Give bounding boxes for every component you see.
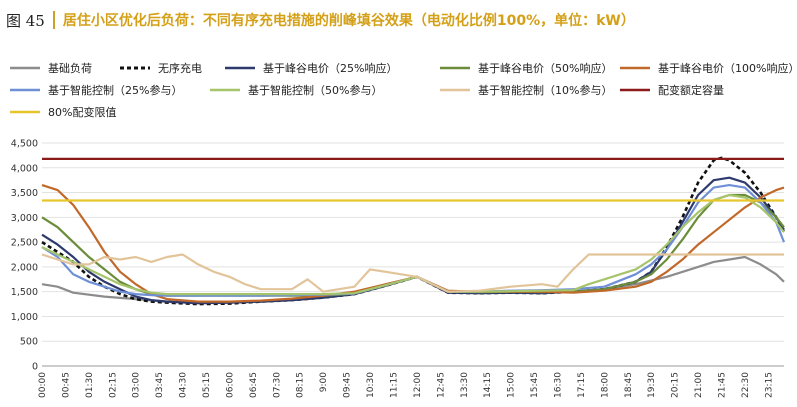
x-tick-label: 18:00 <box>600 372 610 398</box>
legend-swatch <box>440 88 470 92</box>
y-tick-label: 2,000 <box>11 262 38 273</box>
title-divider <box>52 11 55 29</box>
x-tick-label: 11:15 <box>389 372 399 398</box>
legend-swatch <box>225 66 255 70</box>
x-tick-label: 13:30 <box>460 372 470 398</box>
x-tick-label: 09:45 <box>343 372 353 398</box>
x-tick-label: 06:00 <box>225 372 235 398</box>
legend-item: 基础负荷 <box>8 60 92 76</box>
y-tick-label: 4,500 <box>11 139 38 150</box>
legend-swatch <box>10 110 40 114</box>
x-tick-label: 03:45 <box>155 372 165 398</box>
legend-item: 基于智能控制（10%参与） <box>438 82 612 98</box>
y-tick-label: 3,500 <box>11 188 38 199</box>
y-tick-label: 0 <box>32 362 38 373</box>
legend-label: 基于峰谷电价（50%响应） <box>478 62 613 75</box>
legend-item: 80%配变限值 <box>8 104 116 120</box>
legend-label: 基于峰谷电价（100%响应） <box>658 62 797 75</box>
legend-label: 基于智能控制（50%参与） <box>248 84 383 97</box>
chart-title: 居住小区优化后负荷：不同有序充电措施的削峰填谷效果（电动化比例100%，单位：k… <box>62 13 635 29</box>
x-tick-label: 15:00 <box>507 372 517 398</box>
x-tick-label: 02:15 <box>108 372 118 398</box>
legend-label: 基础负荷 <box>48 62 92 75</box>
y-tick-label: 1,500 <box>11 287 38 298</box>
x-tick-label: 14:15 <box>483 372 493 398</box>
legend-label: 基于智能控制（10%参与） <box>478 84 613 97</box>
x-tick-label: 16:30 <box>553 372 563 398</box>
x-tick-label: 01:30 <box>85 372 95 398</box>
legend-swatch <box>620 66 650 70</box>
legend-swatch <box>210 88 240 92</box>
series-line <box>41 184 785 303</box>
legend-swatch <box>620 88 650 92</box>
x-tick-label: 12:00 <box>413 372 423 398</box>
series-line <box>41 253 784 293</box>
x-tick-label: 17:15 <box>577 372 587 398</box>
series-line <box>41 193 785 297</box>
legend-item: 基于智能控制（25%参与） <box>8 82 182 98</box>
legend-label: 基于智能控制（25%参与） <box>48 84 183 97</box>
legend-label: 80%配变限值 <box>48 106 117 119</box>
y-tick-label: 3,000 <box>11 213 38 224</box>
y-tick-label: 2,500 <box>11 238 38 249</box>
legend-label: 无序充电 <box>158 62 202 75</box>
x-tick-label: 06:45 <box>249 372 259 398</box>
legend-item: 基于智能控制（50%参与） <box>208 82 382 98</box>
x-tick-label: 21:00 <box>694 372 704 398</box>
x-tick-label: 22:30 <box>741 372 751 398</box>
x-tick-label: 03:00 <box>132 372 142 398</box>
legend-item: 无序充电 <box>118 60 202 76</box>
legend-item: 配变额定容量 <box>618 82 724 98</box>
x-tick-label: 23:15 <box>764 372 774 398</box>
figure-number: 图 45 <box>6 11 45 30</box>
x-tick-label: 00:00 <box>38 372 48 398</box>
series-line <box>41 193 785 296</box>
legend-label: 配变额定容量 <box>658 84 724 97</box>
x-tick-label: 19:30 <box>647 372 657 398</box>
legend-item: 基于峰谷电价（100%响应） <box>618 60 797 76</box>
legend-item: 基于峰谷电价（25%响应） <box>223 60 397 76</box>
x-tick-label: 04:30 <box>179 372 189 398</box>
y-tick-label: 1,000 <box>11 312 38 323</box>
x-tick-label: 00:45 <box>61 372 71 398</box>
x-tick-label: 20:15 <box>671 372 681 398</box>
x-tick-label: 12:45 <box>436 372 446 398</box>
x-tick-label: 18:45 <box>624 372 634 398</box>
series-line <box>41 156 786 306</box>
chart-header: 图 45 居住小区优化后负荷：不同有序充电措施的削峰填谷效果（电动化比例100%… <box>6 6 635 34</box>
legend-item: 基于峰谷电价（50%响应） <box>438 60 612 76</box>
legend-swatch <box>10 88 40 92</box>
legend-swatch <box>10 66 40 70</box>
legend-swatch <box>120 66 150 70</box>
x-tick-label: 07:30 <box>272 372 282 398</box>
y-tick-label: 4,000 <box>11 163 38 174</box>
x-tick-label: 05:15 <box>202 372 212 398</box>
legend-label: 基于峰谷电价（25%响应） <box>263 62 398 75</box>
x-tick-label: 21:45 <box>718 372 728 398</box>
x-tick-label: 15:45 <box>530 372 540 398</box>
x-tick-label: 08:15 <box>296 372 306 398</box>
legend-swatch <box>440 66 470 70</box>
x-tick-label: 9:00 <box>319 372 329 392</box>
x-tick-label: 10:30 <box>366 372 376 398</box>
y-tick-label: 500 <box>20 337 38 348</box>
